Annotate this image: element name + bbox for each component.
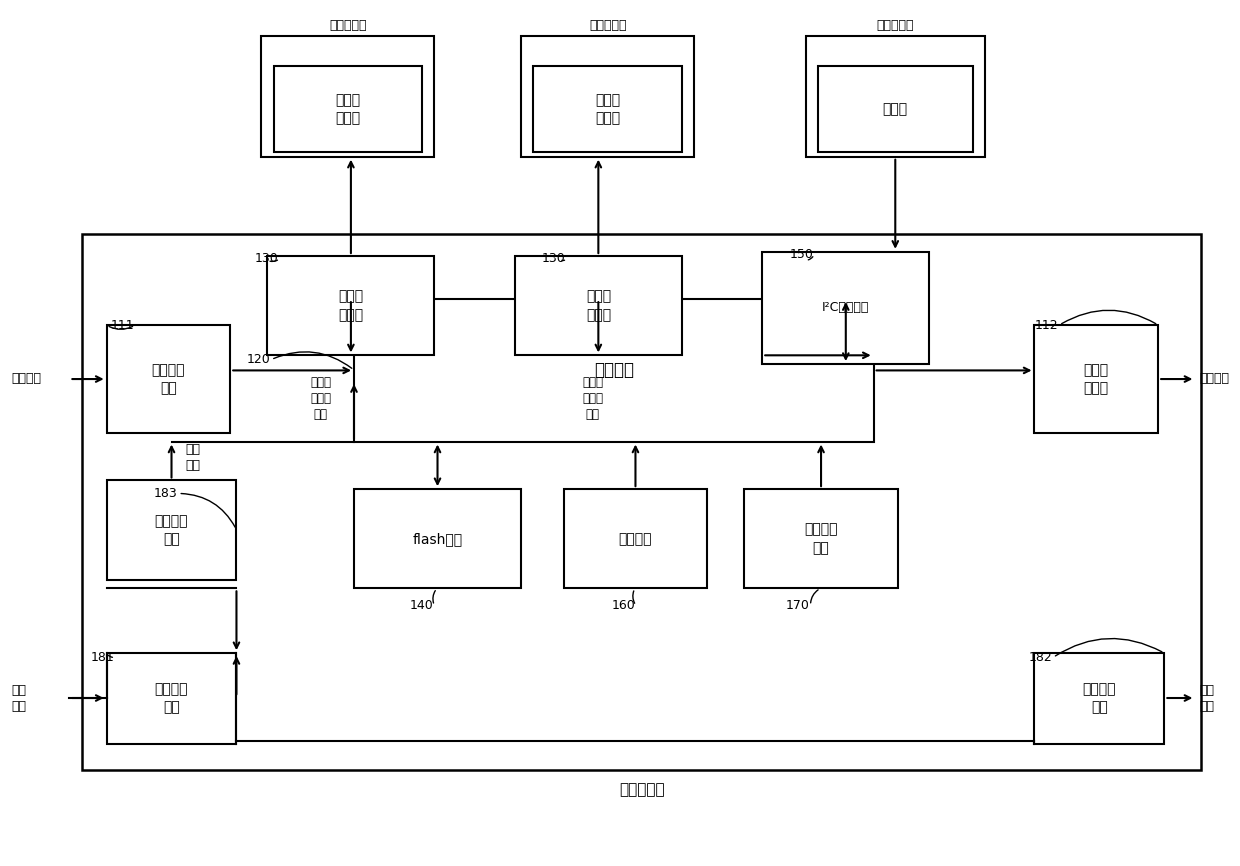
Text: 主控电路板: 主控电路板 [877,18,914,31]
Text: 170: 170 [786,599,810,612]
Text: 板对板
插接件: 板对板 插接件 [595,93,620,126]
Text: 显示数据: 显示数据 [1199,372,1229,385]
Text: 接收芯片: 接收芯片 [594,361,634,379]
Text: 发送卡: 发送卡 [883,102,908,116]
FancyBboxPatch shape [353,299,874,442]
Text: 灯板电路板: 灯板电路板 [329,18,367,31]
Text: 信号输
出接口: 信号输 出接口 [1084,363,1109,395]
Text: 工作
电压: 工作 电压 [186,443,201,472]
Text: 板对板
插接件: 板对板 插接件 [585,289,611,322]
FancyBboxPatch shape [744,489,898,588]
Text: 160: 160 [611,599,635,612]
FancyBboxPatch shape [262,36,434,157]
Text: 显示数据: 显示数据 [11,372,41,385]
Text: 电源
电压: 电源 电压 [1199,683,1214,713]
Text: 芯片驱动
电路: 芯片驱动 电路 [805,522,838,555]
FancyBboxPatch shape [353,489,521,588]
FancyBboxPatch shape [521,36,694,157]
Text: 灯板电路板: 灯板电路板 [589,18,626,31]
FancyBboxPatch shape [818,66,972,152]
FancyBboxPatch shape [806,36,985,157]
Text: 从控电路板: 从控电路板 [619,783,665,798]
FancyBboxPatch shape [564,489,707,588]
Text: 182: 182 [1028,651,1052,664]
FancyBboxPatch shape [82,235,1202,770]
Text: 电压转换
模块: 电压转换 模块 [155,514,188,546]
Text: 板对板
插接件: 板对板 插接件 [335,93,361,126]
FancyBboxPatch shape [107,325,231,433]
FancyBboxPatch shape [515,256,682,355]
Text: 识别后
的显示
数据: 识别后 的显示 数据 [583,376,604,421]
Text: 130: 130 [542,252,565,265]
Text: 112: 112 [1034,319,1058,332]
FancyBboxPatch shape [1034,325,1158,433]
FancyBboxPatch shape [1034,653,1164,744]
Text: 140: 140 [409,599,434,612]
Text: 识别后
的显示
数据: 识别后 的显示 数据 [310,376,331,421]
Text: 晶振电路: 晶振电路 [619,532,652,546]
FancyBboxPatch shape [533,66,682,152]
FancyBboxPatch shape [107,481,237,579]
Text: 130: 130 [255,252,279,265]
Text: flash模块: flash模块 [413,532,463,546]
Text: 120: 120 [247,353,270,366]
Text: 150: 150 [790,248,813,261]
Text: 电源
电压: 电源 电压 [11,683,26,713]
FancyBboxPatch shape [274,66,422,152]
FancyBboxPatch shape [268,256,434,355]
Text: 111: 111 [110,319,134,332]
Text: 电源输入
接口: 电源输入 接口 [155,682,188,714]
Text: 板对板
插接件: 板对板 插接件 [339,289,363,322]
FancyBboxPatch shape [107,653,237,744]
Text: 183: 183 [154,487,177,500]
Text: 181: 181 [91,651,114,664]
Text: I²C总线接口: I²C总线接口 [822,301,869,314]
Text: 电源输出
接口: 电源输出 接口 [1083,682,1116,714]
Text: 信号输入
接口: 信号输入 接口 [151,363,185,395]
FancyBboxPatch shape [763,252,929,364]
